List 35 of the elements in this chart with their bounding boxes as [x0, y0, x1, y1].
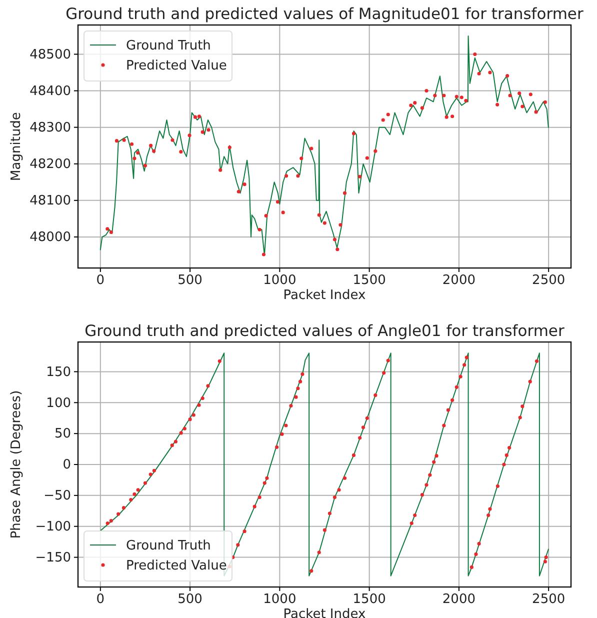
- legend-label: Ground Truth: [126, 38, 211, 54]
- x-axis-title: Packet Index: [283, 288, 366, 303]
- y-tick-label: 48300: [30, 120, 71, 136]
- x-tick-label: 2000: [442, 273, 476, 288]
- y-tick-label: −50: [44, 488, 71, 504]
- y-tick-label: 0: [62, 458, 71, 473]
- y-tick-label: 100: [46, 396, 71, 411]
- y-tick-label: 48100: [30, 194, 71, 209]
- x-tick-label: 2500: [532, 592, 566, 608]
- y-tick-label: 48200: [30, 157, 71, 172]
- chart-title: Ground truth and predicted values of Angle01 for transformer: [84, 322, 565, 340]
- y-tick-label: −100: [35, 520, 71, 535]
- y-tick-label: 150: [46, 364, 71, 380]
- x-tick-label: 500: [178, 273, 202, 288]
- chart-title: Ground truth and predicted values of Magnitude01 for transformer: [66, 5, 584, 23]
- y-tick-label: 50: [54, 426, 71, 442]
- y-tick-label: 48500: [30, 47, 71, 62]
- x-tick-label: 0: [96, 592, 105, 608]
- x-tick-label: 2500: [532, 273, 566, 288]
- x-tick-label: 1500: [352, 273, 386, 288]
- y-tick-label: 48000: [30, 230, 71, 246]
- legend-label: Predicted Value: [126, 558, 227, 574]
- x-tick-label: 1500: [352, 592, 386, 608]
- x-tick-label: 2000: [442, 592, 476, 608]
- y-axis-title: Phase Angle (Degrees): [9, 390, 24, 539]
- y-axis-title: Magnitude: [9, 112, 24, 181]
- x-tick-label: 500: [178, 592, 202, 608]
- y-tick-label: −150: [35, 550, 71, 566]
- x-axis-title: Packet Index: [283, 607, 366, 618]
- x-tick-label: 1000: [263, 592, 296, 608]
- y-tick-label: 48400: [30, 84, 71, 99]
- x-tick-label: 1000: [263, 273, 296, 288]
- legend-label: Predicted Value: [126, 58, 227, 74]
- x-tick-label: 0: [96, 273, 105, 288]
- legend-label: Ground Truth: [126, 538, 211, 554]
